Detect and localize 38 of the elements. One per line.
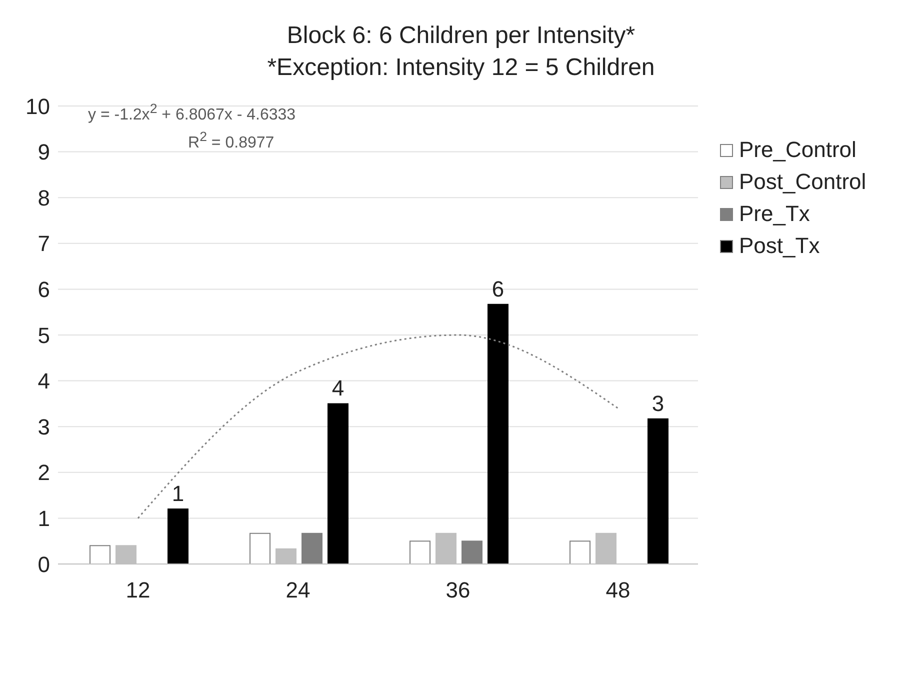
bar xyxy=(410,540,430,564)
bar xyxy=(488,304,508,564)
line-series xyxy=(137,334,619,519)
y-tick-label: 5 xyxy=(38,322,50,348)
y-tick-label: 8 xyxy=(38,185,50,210)
bar xyxy=(90,545,110,564)
data-label: 6 xyxy=(492,276,504,302)
bar xyxy=(462,540,482,564)
y-tick-label: 10 xyxy=(26,94,50,119)
y-tick-label: 2 xyxy=(38,460,50,486)
bar xyxy=(328,403,348,564)
legend-label: Pre_Tx xyxy=(739,201,810,227)
data-label: 3 xyxy=(652,390,664,416)
legend-label: Post_Tx xyxy=(739,233,820,259)
legend-label: Post_Control xyxy=(739,169,866,195)
y-tick-label: 7 xyxy=(38,231,50,256)
annotation: y = -1.2x$^{2}$ + 6.8067x - 4.6333 xyxy=(88,100,296,126)
bar xyxy=(302,532,322,564)
annotation: R$^{2}$ = 0.8977 xyxy=(187,128,276,154)
x-tick-label: 24 xyxy=(286,578,310,603)
y-tick-label: 0 xyxy=(38,552,50,577)
legend-label: Pre_Control xyxy=(739,137,856,163)
chart-subtitle: *Exception: Intensity 12 = 5 Children xyxy=(266,53,656,83)
data-label: 4 xyxy=(332,376,344,401)
y-tick-label: 9 xyxy=(38,140,50,165)
bar xyxy=(648,418,668,564)
bar xyxy=(168,508,188,564)
x-tick-label: 12 xyxy=(126,578,150,603)
data-label: 1 xyxy=(172,481,184,506)
bar xyxy=(250,532,270,564)
y-tick-label: 1 xyxy=(38,506,50,532)
x-tick-label: 36 xyxy=(446,578,470,603)
chart-title: Block 6: 6 Children per Intensity* xyxy=(286,21,636,51)
x-tick-label: 48 xyxy=(606,578,630,603)
y-tick-label: 4 xyxy=(38,368,50,394)
bar xyxy=(570,540,590,564)
y-tick-label: 3 xyxy=(38,414,50,440)
y-tick-label: 6 xyxy=(38,277,50,302)
